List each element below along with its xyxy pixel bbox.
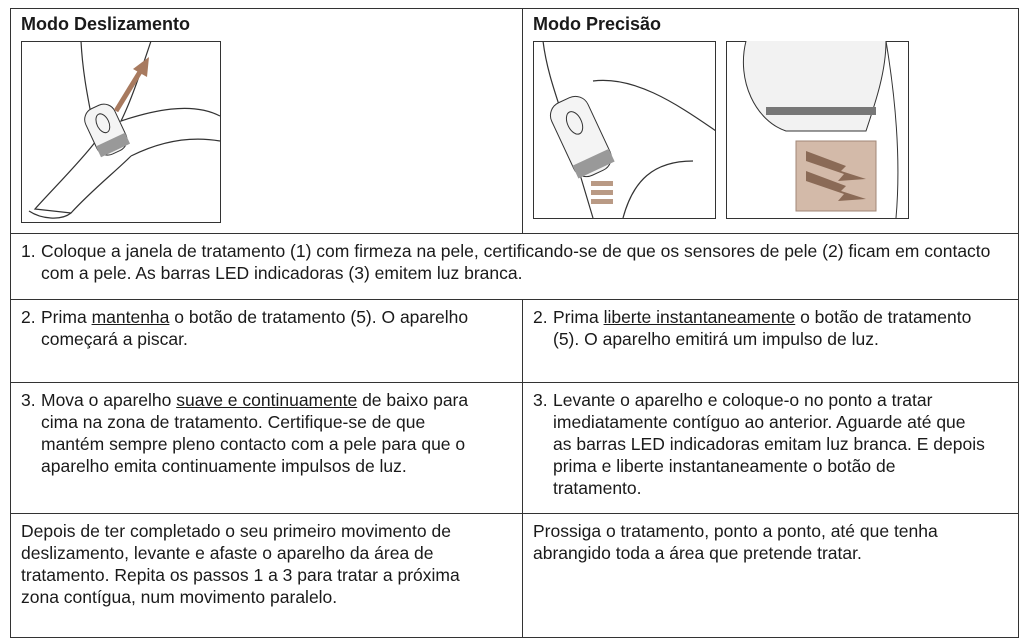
step-text: Coloque a janela de tratamento (1) com f… — [41, 241, 991, 283]
header-row: Modo Deslizamento Modo Precisão — [10, 8, 1019, 234]
illustration-glide — [21, 41, 221, 223]
header-cell: Modo Deslizamento — [10, 8, 523, 234]
final-cell: Prossiga o tratamento, ponto a ponto, at… — [522, 513, 1019, 638]
step-row: 2. Prima mantenha o botão de tratamento … — [10, 299, 1019, 383]
final-text: Prossiga o tratamento, ponto a ponto, at… — [533, 521, 938, 563]
step-emphasis: liberte instantaneamente — [603, 307, 796, 327]
header-cell: Modo Precisão — [522, 8, 1019, 234]
step-text: o botão de tratamento (5). O aparelho em… — [553, 307, 972, 349]
step-cell: 1. Coloque a janela de tratamento (1) co… — [10, 233, 1019, 300]
step-text: o botão de tratamento (5). O aparelho co… — [41, 307, 469, 349]
mode-title: Modo Precisão — [533, 14, 662, 34]
step-number: 2. — [21, 307, 36, 327]
step-cell: 2. Prima liberte instantaneamente o botã… — [522, 299, 1019, 383]
step-number: 3. — [533, 390, 548, 410]
step-number: 3. — [21, 390, 36, 410]
step-text: de baixo para cima na zona de tratamento… — [41, 390, 469, 476]
step-cell: 3. Mova o aparelho suave e continuamente… — [10, 382, 523, 514]
step-text: Prima — [41, 307, 92, 327]
final-row: Depois de ter completado o seu primeiro … — [10, 513, 1019, 638]
step: 3. Mova o aparelho suave e continuamente… — [21, 389, 512, 477]
step-text: Mova o aparelho — [41, 390, 177, 410]
step-cell: 2. Prima mantenha o botão de tratamento … — [10, 299, 523, 383]
mode-title: Modo Deslizamento — [21, 14, 191, 34]
step: 2. Prima mantenha o botão de tratamento … — [21, 306, 512, 350]
step: 2. Prima liberte instantaneamente o botã… — [533, 306, 1008, 350]
step-emphasis: suave e continuamente — [176, 390, 358, 410]
step-number: 2. — [533, 307, 548, 327]
step-number: 1. — [21, 241, 36, 261]
step-row: 3. Mova o aparelho suave e continuamente… — [10, 382, 1019, 514]
step-text: Levante o aparelho e coloque-o no ponto … — [553, 390, 985, 498]
step-text: Prima — [553, 307, 604, 327]
step-cell: 3. Levante o aparelho e coloque-o no pon… — [522, 382, 1019, 514]
final-text: Depois de ter completado o seu primeiro … — [21, 521, 460, 607]
step: 3. Levante o aparelho e coloque-o no pon… — [533, 389, 1008, 499]
step: 1. Coloque a janela de tratamento (1) co… — [21, 240, 1008, 284]
instruction-table: Modo Deslizamento Modo Precisão — [10, 8, 1019, 638]
step-row: 1. Coloque a janela de tratamento (1) co… — [10, 233, 1019, 300]
final-cell: Depois de ter completado o seu primeiro … — [10, 513, 523, 638]
illustrations — [533, 41, 1008, 219]
illustration-precision-2 — [726, 41, 909, 219]
step-emphasis: mantenha — [91, 307, 170, 327]
illustration-precision-1 — [533, 41, 716, 219]
